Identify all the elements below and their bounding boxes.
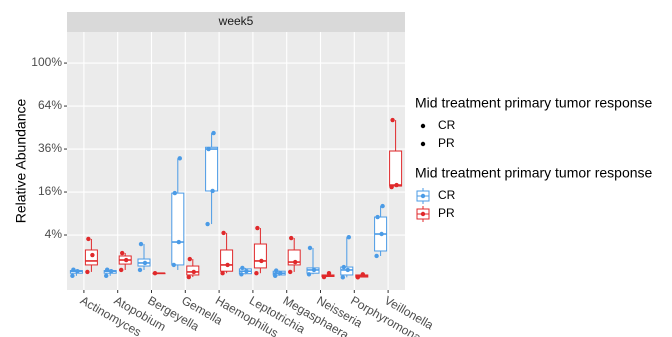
- point: [186, 274, 191, 280]
- point: [191, 269, 196, 275]
- point: [379, 231, 384, 237]
- point: [142, 260, 148, 266]
- point: [137, 267, 143, 273]
- y-tick-label: 100%: [31, 55, 62, 69]
- point: [293, 259, 298, 265]
- point: [210, 188, 215, 194]
- box: [84, 249, 98, 266]
- point: [75, 269, 80, 274]
- y-tick-label: 36%: [38, 141, 62, 155]
- point: [273, 273, 278, 279]
- legend-key: [420, 123, 426, 129]
- box: [205, 146, 219, 192]
- point: [220, 270, 225, 276]
- legend-key: [420, 141, 426, 147]
- point: [124, 257, 129, 263]
- point: [171, 262, 176, 268]
- point: [288, 269, 293, 275]
- point: [390, 117, 395, 123]
- point: [176, 239, 181, 245]
- point: [85, 269, 90, 275]
- point: [71, 267, 76, 272]
- point: [374, 253, 379, 259]
- point: [326, 270, 332, 276]
- box: [389, 150, 403, 187]
- point: [90, 252, 95, 258]
- legend-label: CR: [438, 188, 456, 202]
- point: [105, 267, 110, 272]
- point: [104, 273, 109, 279]
- point: [341, 264, 346, 270]
- point: [340, 275, 345, 280]
- y-tick-label: 16%: [38, 184, 62, 198]
- point: [321, 274, 327, 280]
- legend-label: CR: [438, 118, 456, 132]
- point: [205, 221, 210, 227]
- legend-title: Mid treatment primary tumor response: [415, 165, 653, 181]
- point: [119, 267, 124, 273]
- point: [152, 270, 158, 276]
- point: [172, 190, 177, 196]
- box: [171, 192, 185, 266]
- box: [220, 249, 234, 272]
- point: [109, 269, 114, 274]
- point: [380, 203, 385, 209]
- point: [70, 273, 75, 279]
- legend-key: [420, 211, 426, 217]
- point: [211, 130, 216, 136]
- point: [375, 214, 380, 220]
- legend-title: Mid treatment primary tumor response: [415, 95, 653, 111]
- point: [278, 270, 283, 276]
- y-tick-label: 4%: [45, 227, 63, 241]
- point: [311, 267, 317, 273]
- point: [306, 272, 312, 277]
- point: [346, 235, 351, 240]
- point: [289, 235, 294, 241]
- legend-label: PR: [438, 206, 455, 220]
- point: [221, 230, 226, 236]
- point: [389, 184, 394, 190]
- point: [244, 269, 249, 274]
- point: [239, 272, 244, 277]
- legend-key: [420, 193, 426, 199]
- panel: [67, 32, 405, 290]
- point: [355, 275, 360, 280]
- point: [120, 250, 125, 256]
- point: [206, 146, 211, 152]
- point: [360, 272, 365, 277]
- point: [255, 225, 260, 231]
- point: [177, 156, 182, 161]
- point: [240, 265, 245, 271]
- point: [138, 241, 144, 247]
- point: [394, 182, 399, 188]
- point: [307, 245, 313, 251]
- legend-label: PR: [438, 136, 455, 150]
- y-tick-label: 64%: [38, 98, 62, 112]
- point: [259, 258, 264, 264]
- point: [225, 262, 230, 268]
- point: [345, 267, 350, 273]
- point: [254, 270, 259, 276]
- strip-label: week5: [218, 14, 254, 28]
- point: [187, 256, 192, 262]
- strip: [67, 12, 405, 32]
- point: [274, 268, 279, 273]
- box: [253, 243, 267, 269]
- point: [86, 236, 91, 242]
- y-axis-label: Relative Abundance: [13, 99, 29, 224]
